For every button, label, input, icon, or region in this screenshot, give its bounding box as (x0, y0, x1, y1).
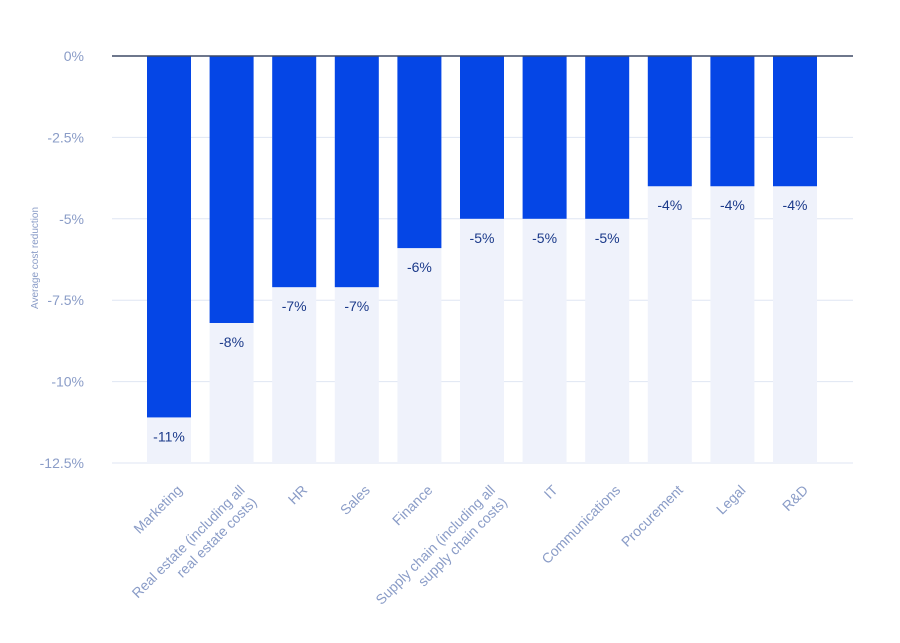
data-label: -5% (470, 230, 495, 246)
x-tick-label-line: Marketing (130, 482, 185, 537)
data-label: -7% (282, 298, 307, 314)
bar (334, 56, 379, 288)
y-tick-label: 0% (64, 48, 84, 64)
data-label: -11% (153, 428, 185, 444)
data-label: -8% (219, 334, 244, 350)
data-label: -4% (783, 197, 808, 213)
data-label: -5% (595, 230, 620, 246)
bar (710, 56, 755, 187)
data-label: -6% (407, 259, 432, 275)
data-labels: -11% -8% -7% -7% -6% -5% -5% -5% -4% -4% -4% (153, 197, 807, 444)
x-tick-label-line: IT (541, 481, 561, 501)
x-tick-label: Supply chain (including allsupply chain … (372, 482, 510, 620)
y-tick-label: -10% (51, 374, 84, 390)
x-tick-label-line: Legal (713, 482, 749, 518)
y-tick-label: -5% (59, 211, 84, 227)
x-tick-label: Marketing (130, 482, 185, 537)
x-tick-label-line: Procurement (618, 482, 686, 550)
bar (272, 56, 317, 288)
x-tick-label: IT (541, 481, 561, 501)
bar (773, 56, 817, 187)
x-tick-label-line: HR (285, 482, 311, 508)
bar (522, 56, 567, 219)
data-label: -4% (720, 197, 745, 213)
x-tick-label: HR (285, 482, 311, 508)
bar (209, 56, 254, 323)
bar (647, 56, 692, 187)
y-axis-ticks: 0% -2.5% -5% -7.5% -10% -12.5% (40, 48, 84, 471)
x-tick-label: Legal (713, 482, 749, 518)
x-tick-label: R&D (779, 482, 811, 514)
bars (147, 56, 817, 418)
x-tick-label: Real estate (including allreal estate co… (129, 482, 260, 613)
data-label: -7% (344, 298, 369, 314)
data-label: -5% (532, 230, 557, 246)
y-tick-label: -7.5% (47, 292, 84, 308)
bar (397, 56, 442, 249)
x-tick-label: Sales (337, 482, 373, 518)
bar (460, 56, 504, 219)
x-tick-label-line: R&D (779, 482, 811, 514)
bar (147, 56, 191, 418)
data-label: -4% (657, 197, 682, 213)
y-axis-label: Average cost reduction (30, 207, 41, 309)
x-tick-label-line: Supply chain (including all (372, 482, 498, 608)
x-tick-label-line: Sales (337, 482, 373, 518)
x-tick-label-line: Real estate (including all (129, 482, 248, 601)
bar (585, 56, 630, 219)
y-tick-label: -12.5% (40, 455, 84, 471)
y-tick-label: -2.5% (47, 129, 84, 145)
x-tick-label-line: Finance (389, 482, 436, 529)
x-tick-label: Finance (389, 482, 436, 529)
x-tick-label: Procurement (618, 482, 686, 550)
